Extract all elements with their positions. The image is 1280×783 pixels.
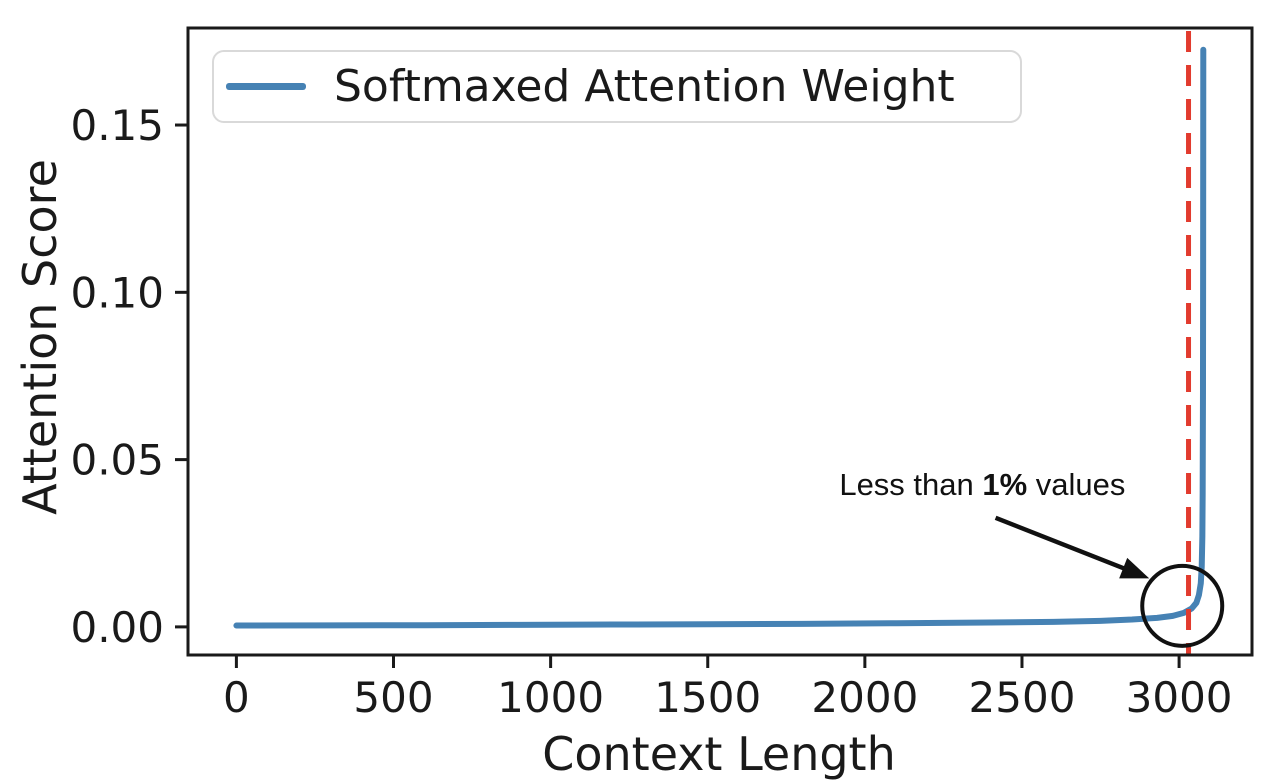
y-tick-label: 0.00 [70,603,164,652]
x-tick-label: 2000 [811,673,918,722]
x-tick-label: 3000 [1126,673,1233,722]
annotation-text-bold: 1% [982,466,1028,502]
x-tick-label: 0 [223,673,250,722]
x-axis-label: Context Length [542,727,896,781]
legend-line-sample [226,83,306,90]
annotation-text-prefix: Less than [839,466,983,502]
y-tick-label: 0.15 [70,101,164,150]
annotation-text-suffix: values [1027,466,1126,502]
attention-weight-line [233,46,1207,629]
legend-label: Softmaxed Attention Weight [334,61,955,112]
x-tick-label: 500 [353,673,433,722]
annotation-arrow-shaft [994,515,1132,574]
y-axis-label: Attention Score [13,159,67,515]
x-tick-label: 1500 [654,673,761,722]
x-tick-label: 2500 [969,673,1076,722]
annotation-arrow-head [1119,557,1150,579]
annotation-less-than-1pct-values: Less than 1% values [839,467,1125,503]
plot-border [186,26,1254,657]
y-tick-label: 0.10 [70,268,164,317]
y-tick-label: 0.05 [70,436,164,485]
highlight-circle [1140,563,1225,648]
x-tick-label: 1000 [497,673,604,722]
legend: Softmaxed Attention Weight [212,50,1022,123]
